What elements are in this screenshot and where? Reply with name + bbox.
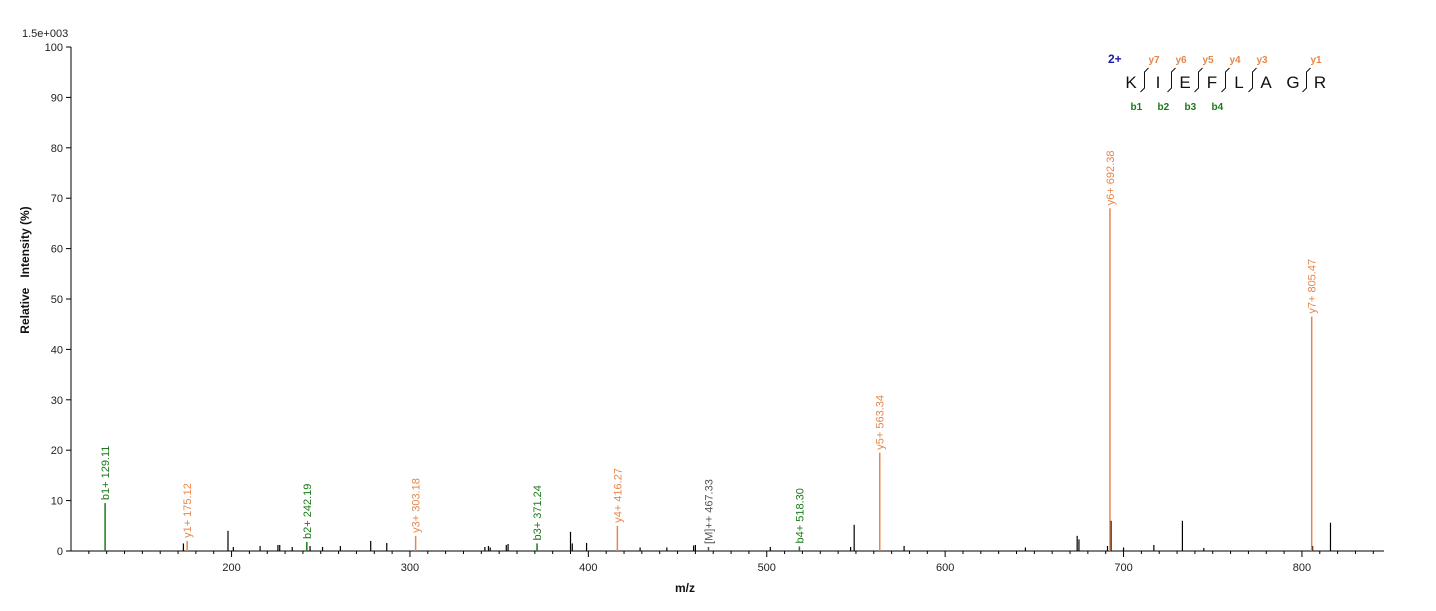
sequence-residue: E <box>1179 73 1190 92</box>
y-tick-label: 90 <box>51 92 63 104</box>
y-tick-label: 30 <box>51 395 63 407</box>
b-ion-marker: b1 <box>1131 102 1143 113</box>
cleavage-mark <box>1194 67 1203 93</box>
cleavage-mark <box>1221 67 1230 93</box>
peak-label: y6+ 692.38 <box>1105 151 1117 206</box>
sequence-residue: L <box>1234 73 1243 92</box>
cleavage-mark <box>1302 67 1311 93</box>
y-ion-marker: y4 <box>1230 55 1242 66</box>
peak-labels: b1+ 129.11 y1+ 175.12 b2+ 242.19 y3+ 303.18… <box>100 151 1319 544</box>
x-tick-label: 300 <box>401 562 419 574</box>
sequence-residue: G <box>1286 73 1299 92</box>
y-ion-marker: y7 <box>1149 55 1161 66</box>
b-ion-marker: b4 <box>1212 102 1224 113</box>
y-tick-label: 100 <box>45 42 63 54</box>
sequence-ion-markers: y7 y6 y5 y4 y3 y1 b1 b2 b3 b4 <box>1131 55 1323 113</box>
peak-label: y5+ 563.34 <box>875 395 887 450</box>
charge-state: 2+ <box>1108 52 1122 66</box>
peak-label: [M]++ 467.33 <box>703 479 715 544</box>
peak-label: b1+ 129.11 <box>100 446 112 501</box>
y-tick-label: 70 <box>51 193 63 205</box>
cleavage-mark <box>1167 67 1176 93</box>
cleavage-mark <box>1140 67 1149 93</box>
cleavage-mark <box>1248 67 1257 93</box>
y-tick-label: 0 <box>57 546 63 558</box>
y-tick-label: 50 <box>51 294 63 306</box>
y-tick-label: 10 <box>51 496 63 508</box>
sequence-residue: A <box>1260 73 1272 92</box>
y-axis-title: Relative Intensity (%) <box>18 206 32 333</box>
scale-label: 1.5e+003 <box>22 28 68 40</box>
sequence-residue: K <box>1125 73 1137 92</box>
x-tick-label: 500 <box>758 562 776 574</box>
peak-label: y7+ 805.47 <box>1307 259 1319 314</box>
peak-label: b3+ 371.24 <box>532 485 544 540</box>
y-ticks: 0 10 20 30 40 50 60 70 80 90 100 <box>45 42 71 558</box>
x-tick-label: 800 <box>1293 562 1311 574</box>
peak-label: b2+ 242.19 <box>302 484 314 539</box>
b-ion-marker: b3 <box>1185 102 1197 113</box>
b-ion-marker: b2 <box>1158 102 1170 113</box>
peak-label: y4+ 416.27 <box>612 468 624 523</box>
y-ion-marker: y5 <box>1203 55 1215 66</box>
y-ion-marker: y1 <box>1311 55 1323 66</box>
x-tick-label: 700 <box>1114 562 1132 574</box>
x-axis-title: m/z <box>675 581 695 595</box>
x-ticks: 200 300 400 500 600 700 800 <box>88 551 1374 574</box>
sequence-residue: F <box>1207 73 1217 92</box>
peak-label: y1+ 175.12 <box>182 483 194 538</box>
y-tick-label: 40 <box>51 344 63 356</box>
y-tick-label: 60 <box>51 244 63 256</box>
peak-label: y3+ 303.18 <box>411 478 423 533</box>
sequence-residue: I <box>1156 73 1161 92</box>
x-tick-label: 400 <box>579 562 597 574</box>
peaks <box>104 208 1332 551</box>
y-ion-marker: y3 <box>1257 55 1269 66</box>
x-tick-label: 200 <box>222 562 240 574</box>
y-tick-label: 20 <box>51 445 63 457</box>
y-ion-marker: y6 <box>1176 55 1188 66</box>
x-tick-label: 600 <box>936 562 954 574</box>
peak-label: b4+ 518.30 <box>794 488 806 543</box>
axes <box>70 47 1384 552</box>
y-tick-label: 80 <box>51 143 63 155</box>
sequence-residue: R <box>1314 73 1326 92</box>
